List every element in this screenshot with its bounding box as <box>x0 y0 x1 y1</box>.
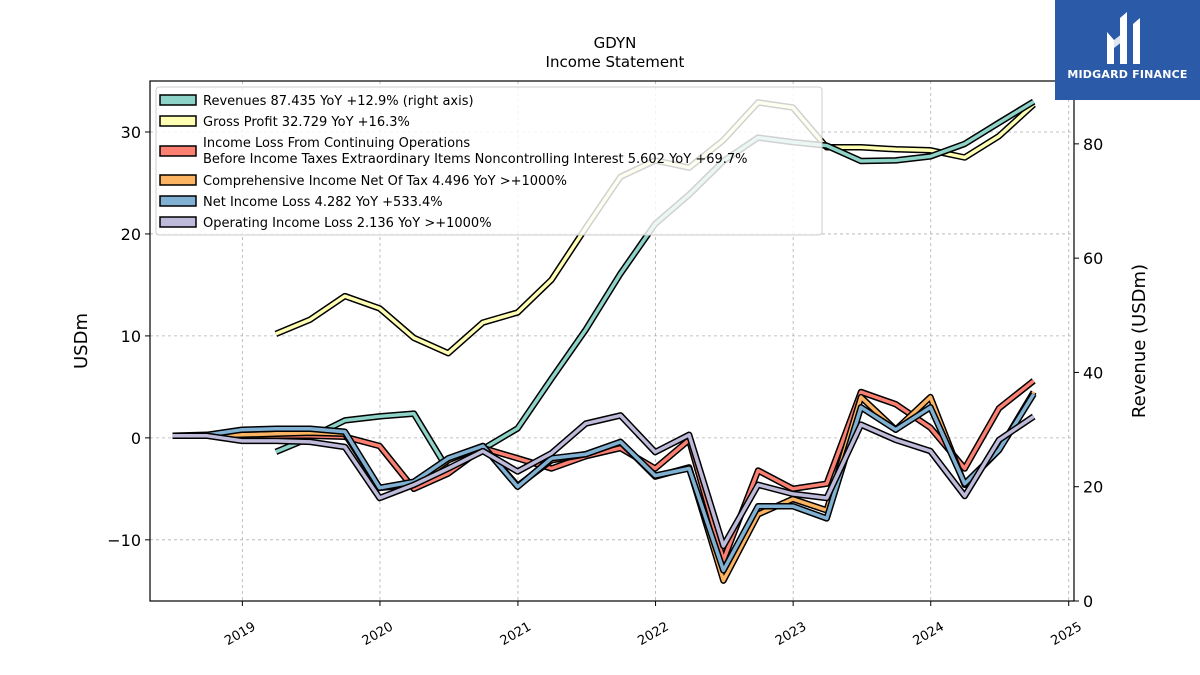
plot-frame <box>149 80 1075 602</box>
y2-tick-label: 60 <box>1083 249 1103 268</box>
legend-label: Gross Profit 32.729 YoY +16.3% <box>203 115 410 130</box>
x-tick-label: 2020 <box>360 619 396 649</box>
series-line-outline <box>172 378 1036 564</box>
legend-entry-net-income: Net Income Loss 4.282 YoY +533.4% <box>159 195 443 210</box>
y-tick-label: 10 <box>121 327 141 346</box>
legend-swatch <box>159 195 197 207</box>
series-2 <box>172 378 1036 564</box>
y2-axis-label: Revenue (USDm) <box>1129 264 1150 418</box>
legend-label: Operating Income Loss 2.136 YoY >+1000% <box>203 216 492 231</box>
legend-entry-gross-profit: Gross Profit 32.729 YoY +16.3% <box>159 115 410 130</box>
x-tick-label: 2021 <box>498 619 534 649</box>
x-tick-label: 2024 <box>911 619 947 649</box>
legend-swatch <box>159 174 197 186</box>
legend-swatch <box>159 216 197 228</box>
legend-entry-comprehensive-income: Comprehensive Income Net Of Tax 4.496 Yo… <box>159 174 567 189</box>
x-tick-label: 2022 <box>635 619 671 649</box>
series-5 <box>172 412 1036 550</box>
y2-tick-label: 40 <box>1083 363 1103 382</box>
y-tick-label: −10 <box>107 531 141 550</box>
series-line <box>172 413 1035 548</box>
chart-subtitle: Income Statement <box>546 53 685 71</box>
legend-entry-revenues: Revenues 87.435 YoY +12.9% (right axis) <box>159 94 474 109</box>
legend-label: Comprehensive Income Net Of Tax 4.496 Yo… <box>203 174 567 189</box>
y2-tick-label: 20 <box>1083 478 1103 497</box>
y-tick-label: 30 <box>121 123 141 142</box>
legend: Revenues 87.435 YoY +12.9% (right axis) … <box>155 86 823 236</box>
legend-swatch <box>159 115 197 127</box>
legend-entry-operating-income: Operating Income Loss 2.136 YoY >+1000% <box>159 216 492 231</box>
x-tick-label: 2025 <box>1049 619 1085 649</box>
legend-box <box>155 86 823 236</box>
legend-label: Revenues 87.435 YoY +12.9% (right axis) <box>203 94 474 109</box>
legend-swatch <box>159 145 197 157</box>
legend-entry-pretax-income: Income Loss From Continuing Operations B… <box>159 136 748 167</box>
midgard-finance-logo: MIDGARD FINANCE <box>1055 0 1200 100</box>
series-line <box>172 393 1036 573</box>
legend-label: Net Income Loss 4.282 YoY +533.4% <box>203 195 443 210</box>
series-4 <box>172 392 1037 574</box>
midgard-logo-mark-icon <box>1107 12 1140 64</box>
x-tick-label: 2019 <box>222 619 258 649</box>
y2-tick-label: 80 <box>1083 135 1103 154</box>
chart-title: GDYN <box>594 34 637 52</box>
y2-tick-label: 0 <box>1083 592 1093 611</box>
legend-label-line2: Before Income Taxes Extraordinary Items … <box>203 152 748 167</box>
x-tick-label: 2023 <box>773 619 809 649</box>
y-tick-label: 20 <box>121 225 141 244</box>
legend-label-line1: Income Loss From Continuing Operations <box>203 136 470 151</box>
legend-swatch <box>159 94 197 106</box>
y-axis-label: USDm <box>71 313 92 369</box>
y-tick-label: 0 <box>131 429 141 448</box>
logo-text: MIDGARD FINANCE <box>1067 68 1188 81</box>
